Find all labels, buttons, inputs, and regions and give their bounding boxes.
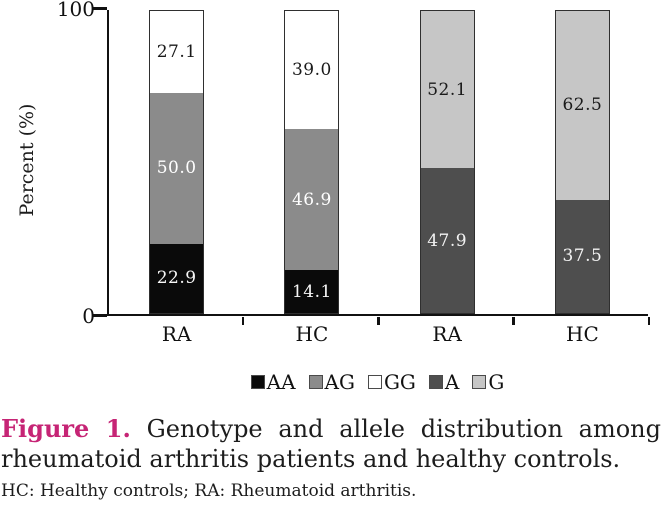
bar-segment-GG: 39.0	[285, 11, 339, 129]
legend-item-gg: GG	[367, 370, 416, 394]
x-category-label-ra-2: RA	[432, 322, 462, 346]
y-axis-title: Percent (%)	[16, 103, 38, 217]
y-tick-mark-0	[93, 314, 107, 317]
y-tick-label-0: 0	[82, 304, 95, 328]
stacked-bar-hc-3: 62.5 37.5	[554, 10, 610, 314]
caption-line-1: Figure 1. Genotype and allele distributi…	[1, 414, 661, 444]
segment-value-label: 39.0	[291, 59, 332, 80]
legend-label: GG	[383, 370, 416, 394]
legend-swatch-icon	[428, 375, 443, 389]
legend-swatch-icon	[308, 375, 323, 389]
legend-swatch-icon	[472, 375, 487, 389]
bar-segment-AG: 46.9	[285, 128, 339, 271]
x-tick-mark	[241, 316, 245, 325]
caption-footnote: HC: Healthy controls; RA: Rheumatoid art…	[1, 481, 417, 501]
figure-label: Figure 1.	[1, 414, 131, 443]
legend-label: AA	[266, 370, 296, 394]
bar-segment-GG: 27.1	[150, 11, 204, 93]
legend-item-a: A	[428, 370, 460, 394]
x-tick-mark	[512, 316, 515, 325]
legend-label: A	[444, 370, 460, 394]
bar-segment-G: 62.5	[555, 11, 609, 200]
chart-area: Percent (%) 100 0 27.1 50.0 22.9 RA 39.0 46.9…	[16, 0, 650, 394]
bar-segment-AA: 14.1	[285, 270, 339, 313]
legend-item-g: G	[472, 370, 504, 394]
caption-line-2: rheumatoid arthritis patients and health…	[1, 445, 621, 473]
legend-label: AG	[324, 370, 355, 394]
stacked-bar-ra-0: 27.1 50.0 22.9	[149, 10, 205, 314]
chart-legend: AA AG GG A G	[107, 370, 648, 394]
plot-area: 27.1 50.0 22.9 RA 39.0 46.9 14.1 HC 52.1 47.9 RA 62…	[93, 7, 650, 346]
bar-segment-G: 52.1	[420, 11, 474, 169]
legend-label: G	[488, 370, 505, 394]
bar-segment-A: 47.9	[420, 168, 474, 313]
segment-value-label: 47.9	[427, 230, 468, 251]
y-tick-mark-100	[93, 7, 107, 10]
x-category-label-hc-1: HC	[295, 322, 329, 346]
caption-text-line1: Genotype and allele distribution among	[146, 415, 661, 443]
segment-value-label: 46.9	[291, 189, 332, 210]
segment-value-label: 14.1	[291, 281, 332, 302]
segment-value-label: 37.5	[562, 246, 603, 267]
segment-value-label: 62.5	[562, 95, 603, 116]
stacked-bar-hc-1: 39.0 46.9 14.1	[284, 10, 340, 314]
x-tick-mark	[647, 316, 650, 325]
legend-item-aa: AA	[250, 370, 296, 394]
segment-value-label: 22.9	[156, 268, 197, 289]
bar-segment-AA: 22.9	[150, 243, 204, 313]
segment-value-label: 52.1	[427, 79, 468, 100]
legend-swatch-icon	[367, 375, 382, 389]
bar-segment-A: 37.5	[555, 199, 609, 313]
x-category-label-hc-3: HC	[566, 322, 599, 346]
legend-swatch-icon	[250, 375, 265, 389]
segment-value-label: 50.0	[156, 158, 197, 179]
x-category-label-ra-0: RA	[161, 322, 192, 346]
y-tick-label-100: 100	[56, 0, 95, 21]
legend-item-ag: AG	[308, 370, 355, 394]
bar-segment-AG: 50.0	[150, 92, 204, 244]
stacked-bar-ra-2: 52.1 47.9	[419, 10, 475, 314]
segment-value-label: 27.1	[156, 41, 197, 62]
figure-caption: Figure 1. Genotype and allele distributi…	[1, 414, 661, 474]
x-tick-mark	[377, 316, 380, 325]
